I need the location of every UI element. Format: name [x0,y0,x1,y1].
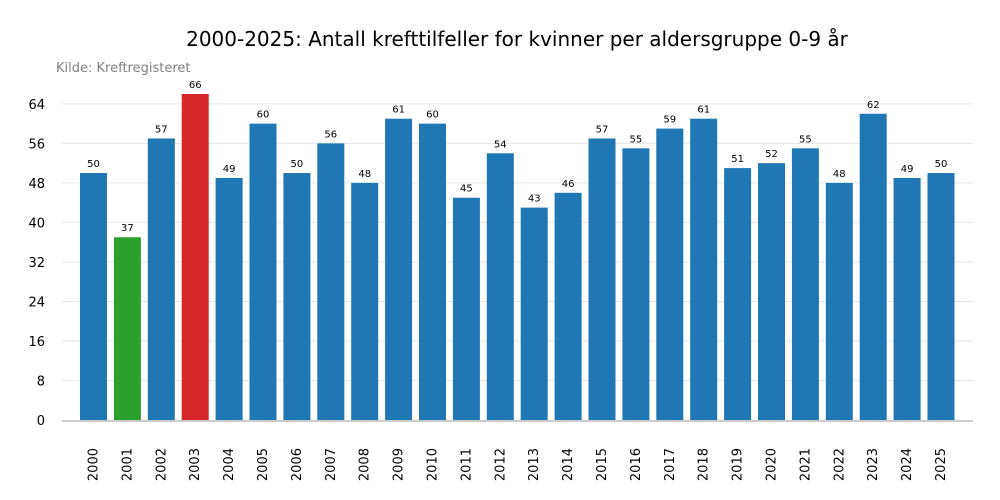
data-label-2006: 50 [291,159,304,170]
x-axis-ticks: 2000 2001 2002 2003 2004 2005 2006 2007 2008 2009… [87,448,950,481]
y-tick-label: 8 [37,374,45,389]
x-tick-label-2020: 2020 [765,448,780,481]
chart-source: Kilde: Kreftregisteret [56,61,190,76]
x-tick-label-2024: 2024 [900,448,915,481]
bar-2007 [317,143,345,421]
bar-2000 [80,173,107,420]
y-tick-label: 48 [28,177,45,192]
data-label-2002: 57 [155,124,168,135]
data-label-2007: 56 [324,129,337,140]
x-tick-label-2001: 2001 [120,448,135,481]
y-axis-ticks: 0 8 16 24 32 40 48 56 64 [28,98,45,429]
bar-2002 [147,138,175,421]
bar-2025 [927,173,955,420]
x-tick-label-2014: 2014 [561,448,576,481]
bar-2017 [656,128,684,421]
bar-2018 [690,118,718,421]
x-tick-label-2018: 2018 [697,448,712,481]
x-tick-label-2009: 2009 [392,448,407,481]
data-label-2023: 62 [867,100,880,111]
y-tick-label: 24 [28,295,45,310]
data-label-2012: 54 [494,139,507,150]
bar-2014 [554,192,582,420]
bar-2020 [758,163,785,420]
x-tick-label-2008: 2008 [358,448,373,481]
bar-2009 [385,118,413,421]
bar-2019 [724,168,752,420]
bar-2006 [283,173,311,420]
x-tick-label-2016: 2016 [629,448,644,481]
bar-2005 [249,123,277,421]
x-tick-label-2017: 2017 [663,448,678,481]
x-tick-label-2005: 2005 [256,448,271,481]
data-label-2005: 60 [257,110,270,121]
y-tick-label: 64 [28,98,45,113]
data-label-2021: 55 [799,134,812,145]
x-tick-label-2019: 2019 [731,448,746,481]
y-tick-label: 16 [28,335,45,350]
bar-2015 [588,138,616,421]
data-label-2010: 60 [426,110,439,121]
data-label-2017: 59 [663,115,676,126]
x-tick-label-2025: 2025 [934,448,949,481]
data-label-2011: 45 [460,184,473,195]
bar-2016 [622,148,650,421]
data-label-2013: 43 [528,194,541,205]
data-label-2008: 48 [358,169,371,180]
y-tick-label: 56 [28,137,45,152]
x-tick-label-2022: 2022 [832,448,847,481]
data-label-2019: 51 [731,154,744,165]
y-tick-label: 32 [28,256,45,271]
x-tick-label-2007: 2007 [324,448,339,481]
x-tick-label-2000: 2000 [87,448,102,481]
data-label-2016: 55 [630,134,643,145]
bar-2021 [791,148,819,421]
data-label-2009: 61 [392,105,405,116]
bar-2022 [825,182,853,420]
bar-2024 [893,177,921,420]
bar-2023 [859,113,887,421]
data-label-2001: 37 [121,223,134,234]
data-label-2014: 46 [562,179,575,190]
data-label-2003: 66 [189,80,202,91]
y-tick-label: 40 [28,216,45,231]
x-tick-label-2023: 2023 [866,448,881,481]
bar-2013 [520,207,548,420]
x-tick-label-2021: 2021 [798,448,813,481]
x-tick-label-2011: 2011 [459,448,474,481]
data-label-2015: 57 [596,124,609,135]
data-label-2004: 49 [223,164,236,175]
y-tick-label: 0 [37,414,45,429]
data-label-2020: 52 [765,149,778,160]
data-label-2018: 61 [697,105,710,116]
x-tick-label-2003: 2003 [188,448,203,481]
data-label-2025: 50 [935,159,948,170]
bar-2001 [113,237,141,420]
x-tick-label-2002: 2002 [154,448,169,481]
x-tick-label-2012: 2012 [493,448,508,481]
x-tick-label-2010: 2010 [426,448,441,481]
gridlines [62,103,973,381]
chart-title: 2000-2025: Antall krefttilfeller for kvi… [186,27,849,51]
x-tick-label-2015: 2015 [595,448,610,481]
bar-2008 [351,182,379,420]
bars [80,94,955,421]
data-label-2024: 49 [901,164,914,175]
data-label-2000: 50 [87,159,100,170]
data-labels: 50 37 57 66 49 60 50 56 48 61 60 45 54 43 46 57 55 59 61 51… [87,80,947,234]
x-tick-label-2004: 2004 [222,448,237,481]
bar-2010 [419,123,446,421]
x-tick-label-2006: 2006 [290,448,305,481]
bar-2003 [181,94,209,420]
x-tick-label-2013: 2013 [527,448,542,481]
bar-2012 [486,153,514,421]
bar-2004 [215,177,243,420]
data-label-2022: 48 [833,169,846,180]
bar-2011 [452,197,480,420]
